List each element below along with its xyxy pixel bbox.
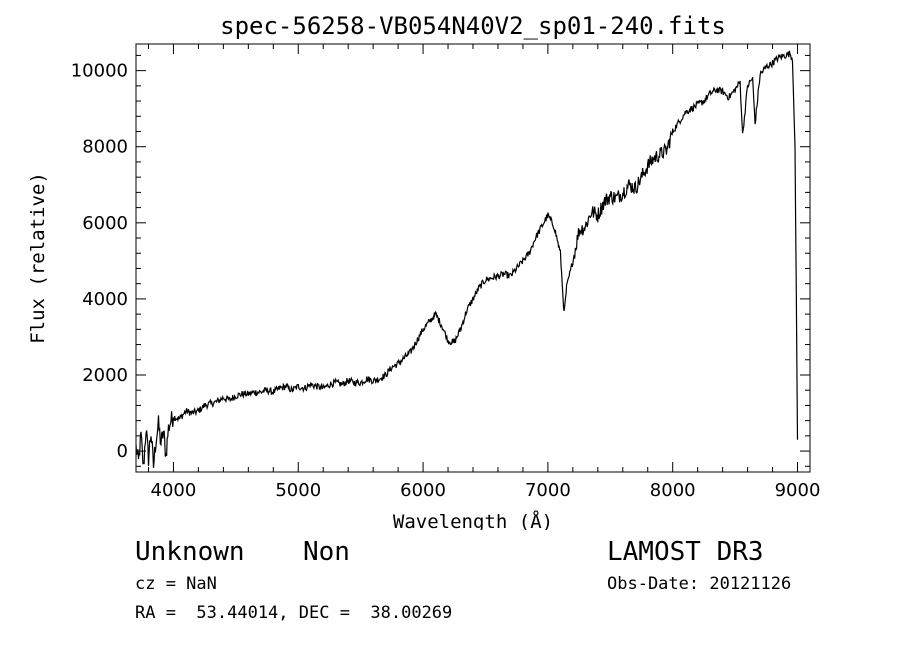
chart-title: spec-56258-VB054N40V2_sp01-240.fits xyxy=(220,12,726,40)
y-tick-label: 10000 xyxy=(71,61,128,82)
y-tick-label: 0 xyxy=(117,441,128,462)
x-tick-label: 6000 xyxy=(400,480,446,501)
plot-frame xyxy=(135,43,811,473)
x-tick-label: 9000 xyxy=(775,480,821,501)
x-tick-label: 7000 xyxy=(525,480,571,501)
redshift-label: cz = NaN xyxy=(135,574,217,594)
y-tick-label: 6000 xyxy=(82,213,128,234)
x-axis-label: Wavelength (Å) xyxy=(393,510,553,530)
y-tick-label: 4000 xyxy=(82,289,128,310)
survey-label: LAMOST DR3 xyxy=(607,537,764,567)
series-line-flux xyxy=(136,50,799,468)
y-axis-label: Flux (relative) xyxy=(27,172,49,344)
radec-label: RA = 53.44014, DEC = 38.00269 xyxy=(135,603,453,623)
object-class-label: Unknown xyxy=(135,537,245,567)
x-tick-label: 8000 xyxy=(650,480,696,501)
spectrum-chart: spec-56258-VB054N40V2_sp01-240.fits 4000 5… xyxy=(27,12,821,530)
y-tick-label: 8000 xyxy=(82,137,128,158)
x-tick-label: 4000 xyxy=(151,480,197,501)
obs-date-label: Obs-Date: 20121126 xyxy=(607,574,792,594)
y-tick-label: 2000 xyxy=(82,365,128,386)
object-subclass-label: Non xyxy=(303,537,350,567)
x-tick-label: 5000 xyxy=(275,480,321,501)
